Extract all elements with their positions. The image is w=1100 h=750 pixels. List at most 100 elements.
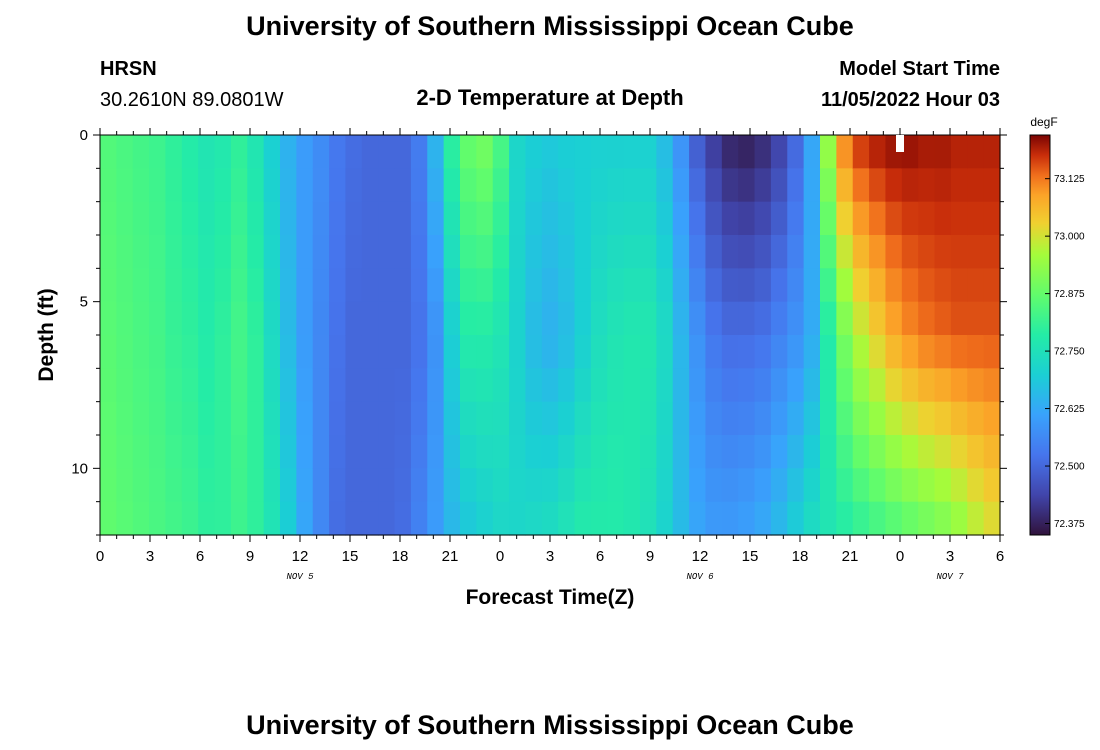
heatmap-cell xyxy=(820,168,837,203)
heatmap-cell xyxy=(427,368,445,403)
heatmap-cell xyxy=(460,201,477,236)
heatmap-cell xyxy=(869,135,887,169)
heatmap-cell xyxy=(394,435,412,469)
heatmap-cell xyxy=(214,301,232,336)
heatmap-cell xyxy=(787,301,805,336)
heatmap-cell xyxy=(918,235,936,269)
heatmap-cell xyxy=(738,268,756,303)
heatmap-cell xyxy=(296,368,314,403)
heatmap-cell xyxy=(738,135,756,169)
heatmap-cell xyxy=(590,401,608,436)
heatmap-cell xyxy=(770,368,788,403)
heatmap-cell xyxy=(640,335,657,369)
heatmap-cell xyxy=(689,235,707,269)
heatmap-cell xyxy=(247,368,265,403)
heatmap-cell xyxy=(116,301,134,336)
heatmap-cell xyxy=(918,301,936,336)
heatmap-cell xyxy=(525,201,543,236)
heatmap-cell xyxy=(672,435,690,469)
heatmap-cell xyxy=(967,201,985,236)
heatmap-cell xyxy=(640,401,657,436)
heatmap-cell xyxy=(443,468,461,503)
heatmap-cell xyxy=(378,235,396,269)
heatmap-cell xyxy=(476,201,494,236)
heatmap-cell xyxy=(296,401,314,436)
heatmap-cell xyxy=(574,168,592,203)
heatmap-cell xyxy=(378,501,396,536)
heatmap-cell xyxy=(149,268,167,303)
heatmap-cell xyxy=(476,435,494,469)
heatmap-cell xyxy=(950,368,968,403)
heatmap-cell xyxy=(885,435,903,469)
heatmap-cell xyxy=(149,301,167,336)
heatmap-cell xyxy=(378,401,396,436)
heatmap-cell xyxy=(590,468,608,503)
heatmap-cell xyxy=(672,201,690,236)
heatmap-cell xyxy=(263,468,281,503)
x-tick-label: 0 xyxy=(496,548,504,565)
heatmap-cell xyxy=(672,135,690,169)
heatmap-cell xyxy=(770,235,788,269)
heatmap-cell xyxy=(410,201,428,236)
heatmap-cell xyxy=(312,301,330,336)
heatmap-cell xyxy=(721,368,739,403)
heatmap-cell xyxy=(361,135,379,169)
heatmap-cell xyxy=(394,335,412,369)
heatmap-cell xyxy=(116,501,134,536)
heatmap-cell xyxy=(460,335,477,369)
heatmap-cell xyxy=(181,468,199,503)
heatmap-cell xyxy=(656,168,674,203)
heatmap-cell xyxy=(934,335,952,369)
heatmap-cell xyxy=(607,435,625,469)
heatmap-cell xyxy=(574,501,592,536)
colorbar-tick-label: 72.500 xyxy=(1054,462,1085,473)
heatmap-cell xyxy=(950,301,968,336)
x-tick-label: 3 xyxy=(546,548,554,565)
heatmap-cell xyxy=(476,501,494,536)
heatmap-cell xyxy=(934,301,952,336)
heatmap-cell xyxy=(803,501,821,536)
heatmap-cell xyxy=(869,501,887,536)
heatmap-cell xyxy=(820,501,837,536)
heatmap-cell xyxy=(934,401,952,436)
heatmap-cell xyxy=(427,168,445,203)
x-axis-label: Forecast Time(Z) xyxy=(466,586,635,609)
heatmap-cell xyxy=(443,135,461,169)
heatmap-cell xyxy=(738,468,756,503)
model-start-label: Model Start Time xyxy=(839,58,1000,80)
heatmap-cell xyxy=(214,168,232,203)
heatmap-cell xyxy=(345,168,363,203)
heatmap-cell xyxy=(509,368,527,403)
heatmap-cell xyxy=(787,268,805,303)
colorbar-unit: degF xyxy=(1030,115,1057,129)
heatmap-cell xyxy=(361,435,379,469)
x-tick-label: 9 xyxy=(646,548,654,565)
heatmap-cell xyxy=(394,201,412,236)
heatmap-cell xyxy=(198,168,216,203)
heatmap-cell xyxy=(901,501,919,536)
heatmap-cell xyxy=(312,168,330,203)
heatmap-cell xyxy=(263,201,281,236)
heatmap-cell xyxy=(705,235,723,269)
x-tick-label: 3 xyxy=(146,548,154,565)
heatmap-cell xyxy=(230,268,248,303)
heatmap-cell xyxy=(836,268,854,303)
heatmap-cell xyxy=(361,301,379,336)
heatmap-cell xyxy=(656,468,674,503)
heatmap-cell xyxy=(836,168,854,203)
heatmap-cell xyxy=(214,401,232,436)
heatmap-cell xyxy=(803,401,821,436)
heatmap-cell xyxy=(770,335,788,369)
heatmap-cell xyxy=(820,135,837,169)
heatmap-cell xyxy=(983,201,1001,236)
heatmap-cell xyxy=(967,335,985,369)
heatmap-cell xyxy=(263,235,281,269)
heatmap-cell xyxy=(787,501,805,536)
heatmap-cell xyxy=(312,268,330,303)
heatmap-cell xyxy=(509,201,527,236)
heatmap-cell xyxy=(329,468,347,503)
heatmap-cell xyxy=(885,468,903,503)
heatmap-cell xyxy=(100,168,117,203)
heatmap-cell xyxy=(950,501,968,536)
